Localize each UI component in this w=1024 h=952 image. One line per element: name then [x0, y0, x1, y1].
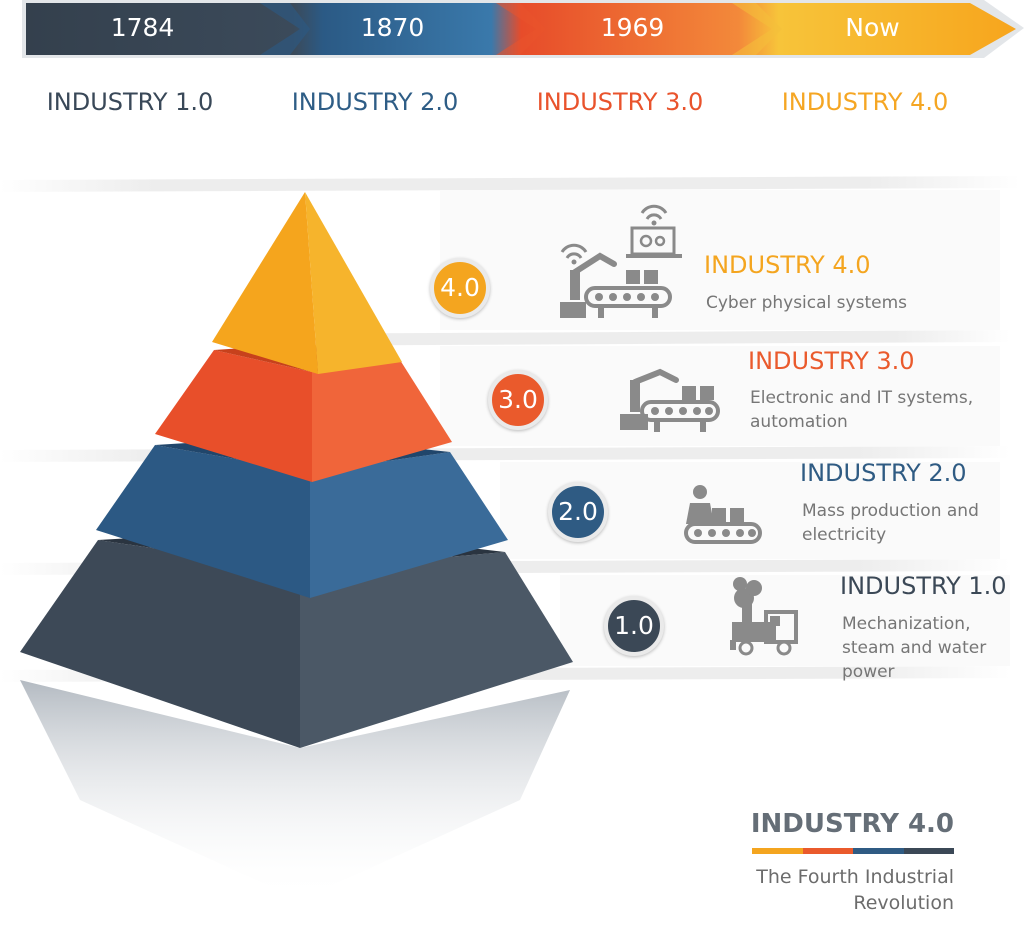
brand-color-segment — [903, 848, 954, 854]
timeline-year: 1784 — [110, 13, 175, 42]
timeline-year: Now — [845, 13, 900, 42]
level-title: INDUSTRY 2.0 — [800, 459, 967, 487]
timeline-era-label: INDUSTRY 3.0 — [536, 88, 704, 116]
level-badge: 4.0 — [430, 258, 490, 318]
brand-color-segment — [752, 848, 803, 854]
assembly-line-icon — [684, 485, 762, 544]
robot-arm-icon — [620, 368, 720, 432]
level-description: Cyber physical systems — [706, 293, 907, 313]
timeline-year: 1969 — [600, 13, 665, 42]
level-badge: 3.0 — [488, 370, 548, 430]
brand-color-segment — [802, 848, 853, 854]
level-description: Electronic and IT systems, automation — [750, 388, 974, 432]
level-description: Mass production and electricity — [802, 501, 979, 545]
level-description: Mechanization, steam and water power — [842, 614, 987, 682]
timeline-year: 1870 — [360, 13, 425, 42]
steam-engine-icon — [730, 577, 798, 656]
brand-title: INDUSTRY 4.0 — [750, 809, 954, 839]
brand-color-bar — [752, 848, 954, 854]
level-title: INDUSTRY 3.0 — [748, 347, 915, 375]
timeline-era-label: INDUSTRY 2.0 — [291, 88, 459, 116]
timeline-era-label: INDUSTRY 4.0 — [781, 88, 949, 116]
level-title: INDUSTRY 1.0 — [840, 572, 1007, 600]
smart-factory-icon — [560, 204, 682, 318]
timeline-era-label: INDUSTRY 1.0 — [46, 88, 214, 116]
level-title: INDUSTRY 4.0 — [704, 251, 871, 279]
pyramid-reflection — [20, 680, 570, 900]
pyramid — [20, 192, 573, 748]
timeline-arrow — [22, 0, 1024, 58]
level-badge: 1.0 — [604, 596, 664, 656]
level-badge: 2.0 — [548, 482, 608, 542]
brand-subtitle: The Fourth Industrial Revolution — [756, 866, 954, 914]
brand-color-segment — [853, 848, 904, 854]
